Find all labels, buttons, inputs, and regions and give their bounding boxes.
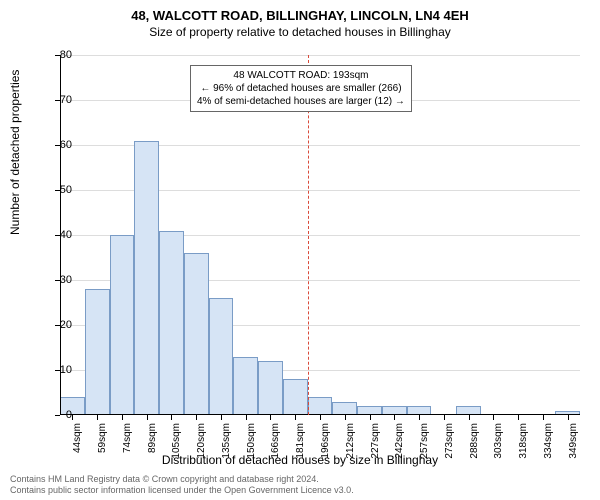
x-tick-label: 257sqm (419, 423, 430, 463)
annotation-line-2: ← 96% of detached houses are smaller (26… (197, 82, 405, 95)
x-tick (295, 415, 296, 420)
bar (233, 357, 258, 416)
y-tick-label: 10 (42, 364, 72, 376)
annotation-box: 48 WALCOTT ROAD: 193sqm← 96% of detached… (190, 65, 412, 112)
x-tick-label: 135sqm (221, 423, 232, 463)
chart-subtitle: Size of property relative to detached ho… (0, 23, 600, 39)
x-tick (493, 415, 494, 420)
footer-line-2: Contains public sector information licen… (10, 485, 354, 496)
footer-attribution: Contains HM Land Registry data © Crown c… (10, 474, 354, 496)
bar (283, 379, 308, 415)
x-tick-label: 242sqm (394, 423, 405, 463)
bar (110, 235, 135, 415)
x-tick-label: 89sqm (147, 423, 158, 463)
x-tick-label: 196sqm (320, 423, 331, 463)
y-tick-label: 70 (42, 94, 72, 106)
y-tick-label: 30 (42, 274, 72, 286)
x-tick-label: 181sqm (295, 423, 306, 463)
x-tick (345, 415, 346, 420)
chart-container: { "title": "48, WALCOTT ROAD, BILLINGHAY… (0, 0, 600, 500)
x-tick (147, 415, 148, 420)
x-tick-label: 349sqm (568, 423, 579, 463)
annotation-line-1: 48 WALCOTT ROAD: 193sqm (197, 69, 405, 82)
x-tick (196, 415, 197, 420)
bar (209, 298, 234, 415)
x-tick-label: 288sqm (469, 423, 480, 463)
x-tick-label: 44sqm (72, 423, 83, 463)
bar (134, 141, 159, 416)
x-tick (444, 415, 445, 420)
x-tick-label: 105sqm (171, 423, 182, 463)
x-tick (320, 415, 321, 420)
x-tick (469, 415, 470, 420)
x-tick (370, 415, 371, 420)
x-tick-label: 166sqm (270, 423, 281, 463)
x-tick-label: 74sqm (122, 423, 133, 463)
y-tick-label: 40 (42, 229, 72, 241)
x-tick-label: 120sqm (196, 423, 207, 463)
y-tick-label: 50 (42, 184, 72, 196)
bar (159, 231, 184, 416)
y-tick-label: 60 (42, 139, 72, 151)
bar (258, 361, 283, 415)
y-tick-label: 80 (42, 49, 72, 61)
x-tick (72, 415, 73, 420)
annotation-line-3: 4% of semi-detached houses are larger (1… (197, 95, 405, 108)
x-tick-label: 59sqm (97, 423, 108, 463)
bar (332, 402, 357, 416)
bar (85, 289, 110, 415)
x-tick (246, 415, 247, 420)
x-tick (122, 415, 123, 420)
footer-line-1: Contains HM Land Registry data © Crown c… (10, 474, 354, 485)
x-tick-label: 334sqm (543, 423, 554, 463)
gridline (60, 55, 580, 56)
x-axis (60, 414, 580, 415)
x-tick-label: 273sqm (444, 423, 455, 463)
x-tick-label: 318sqm (518, 423, 529, 463)
x-tick (568, 415, 569, 420)
y-tick-label: 0 (42, 409, 72, 421)
y-axis-label: Number of detached properties (8, 70, 22, 235)
bar (308, 397, 333, 415)
x-tick-label: 150sqm (246, 423, 257, 463)
x-tick (270, 415, 271, 420)
x-tick-label: 212sqm (345, 423, 356, 463)
x-tick (518, 415, 519, 420)
x-tick (394, 415, 395, 420)
x-tick-label: 227sqm (370, 423, 381, 463)
plot-area: 48 WALCOTT ROAD: 193sqm← 96% of detached… (60, 55, 580, 415)
x-tick-label: 303sqm (493, 423, 504, 463)
x-tick (419, 415, 420, 420)
chart-title: 48, WALCOTT ROAD, BILLINGHAY, LINCOLN, L… (0, 0, 600, 23)
x-tick (97, 415, 98, 420)
x-tick (221, 415, 222, 420)
x-tick (543, 415, 544, 420)
bar (184, 253, 209, 415)
y-tick-label: 20 (42, 319, 72, 331)
x-tick (171, 415, 172, 420)
